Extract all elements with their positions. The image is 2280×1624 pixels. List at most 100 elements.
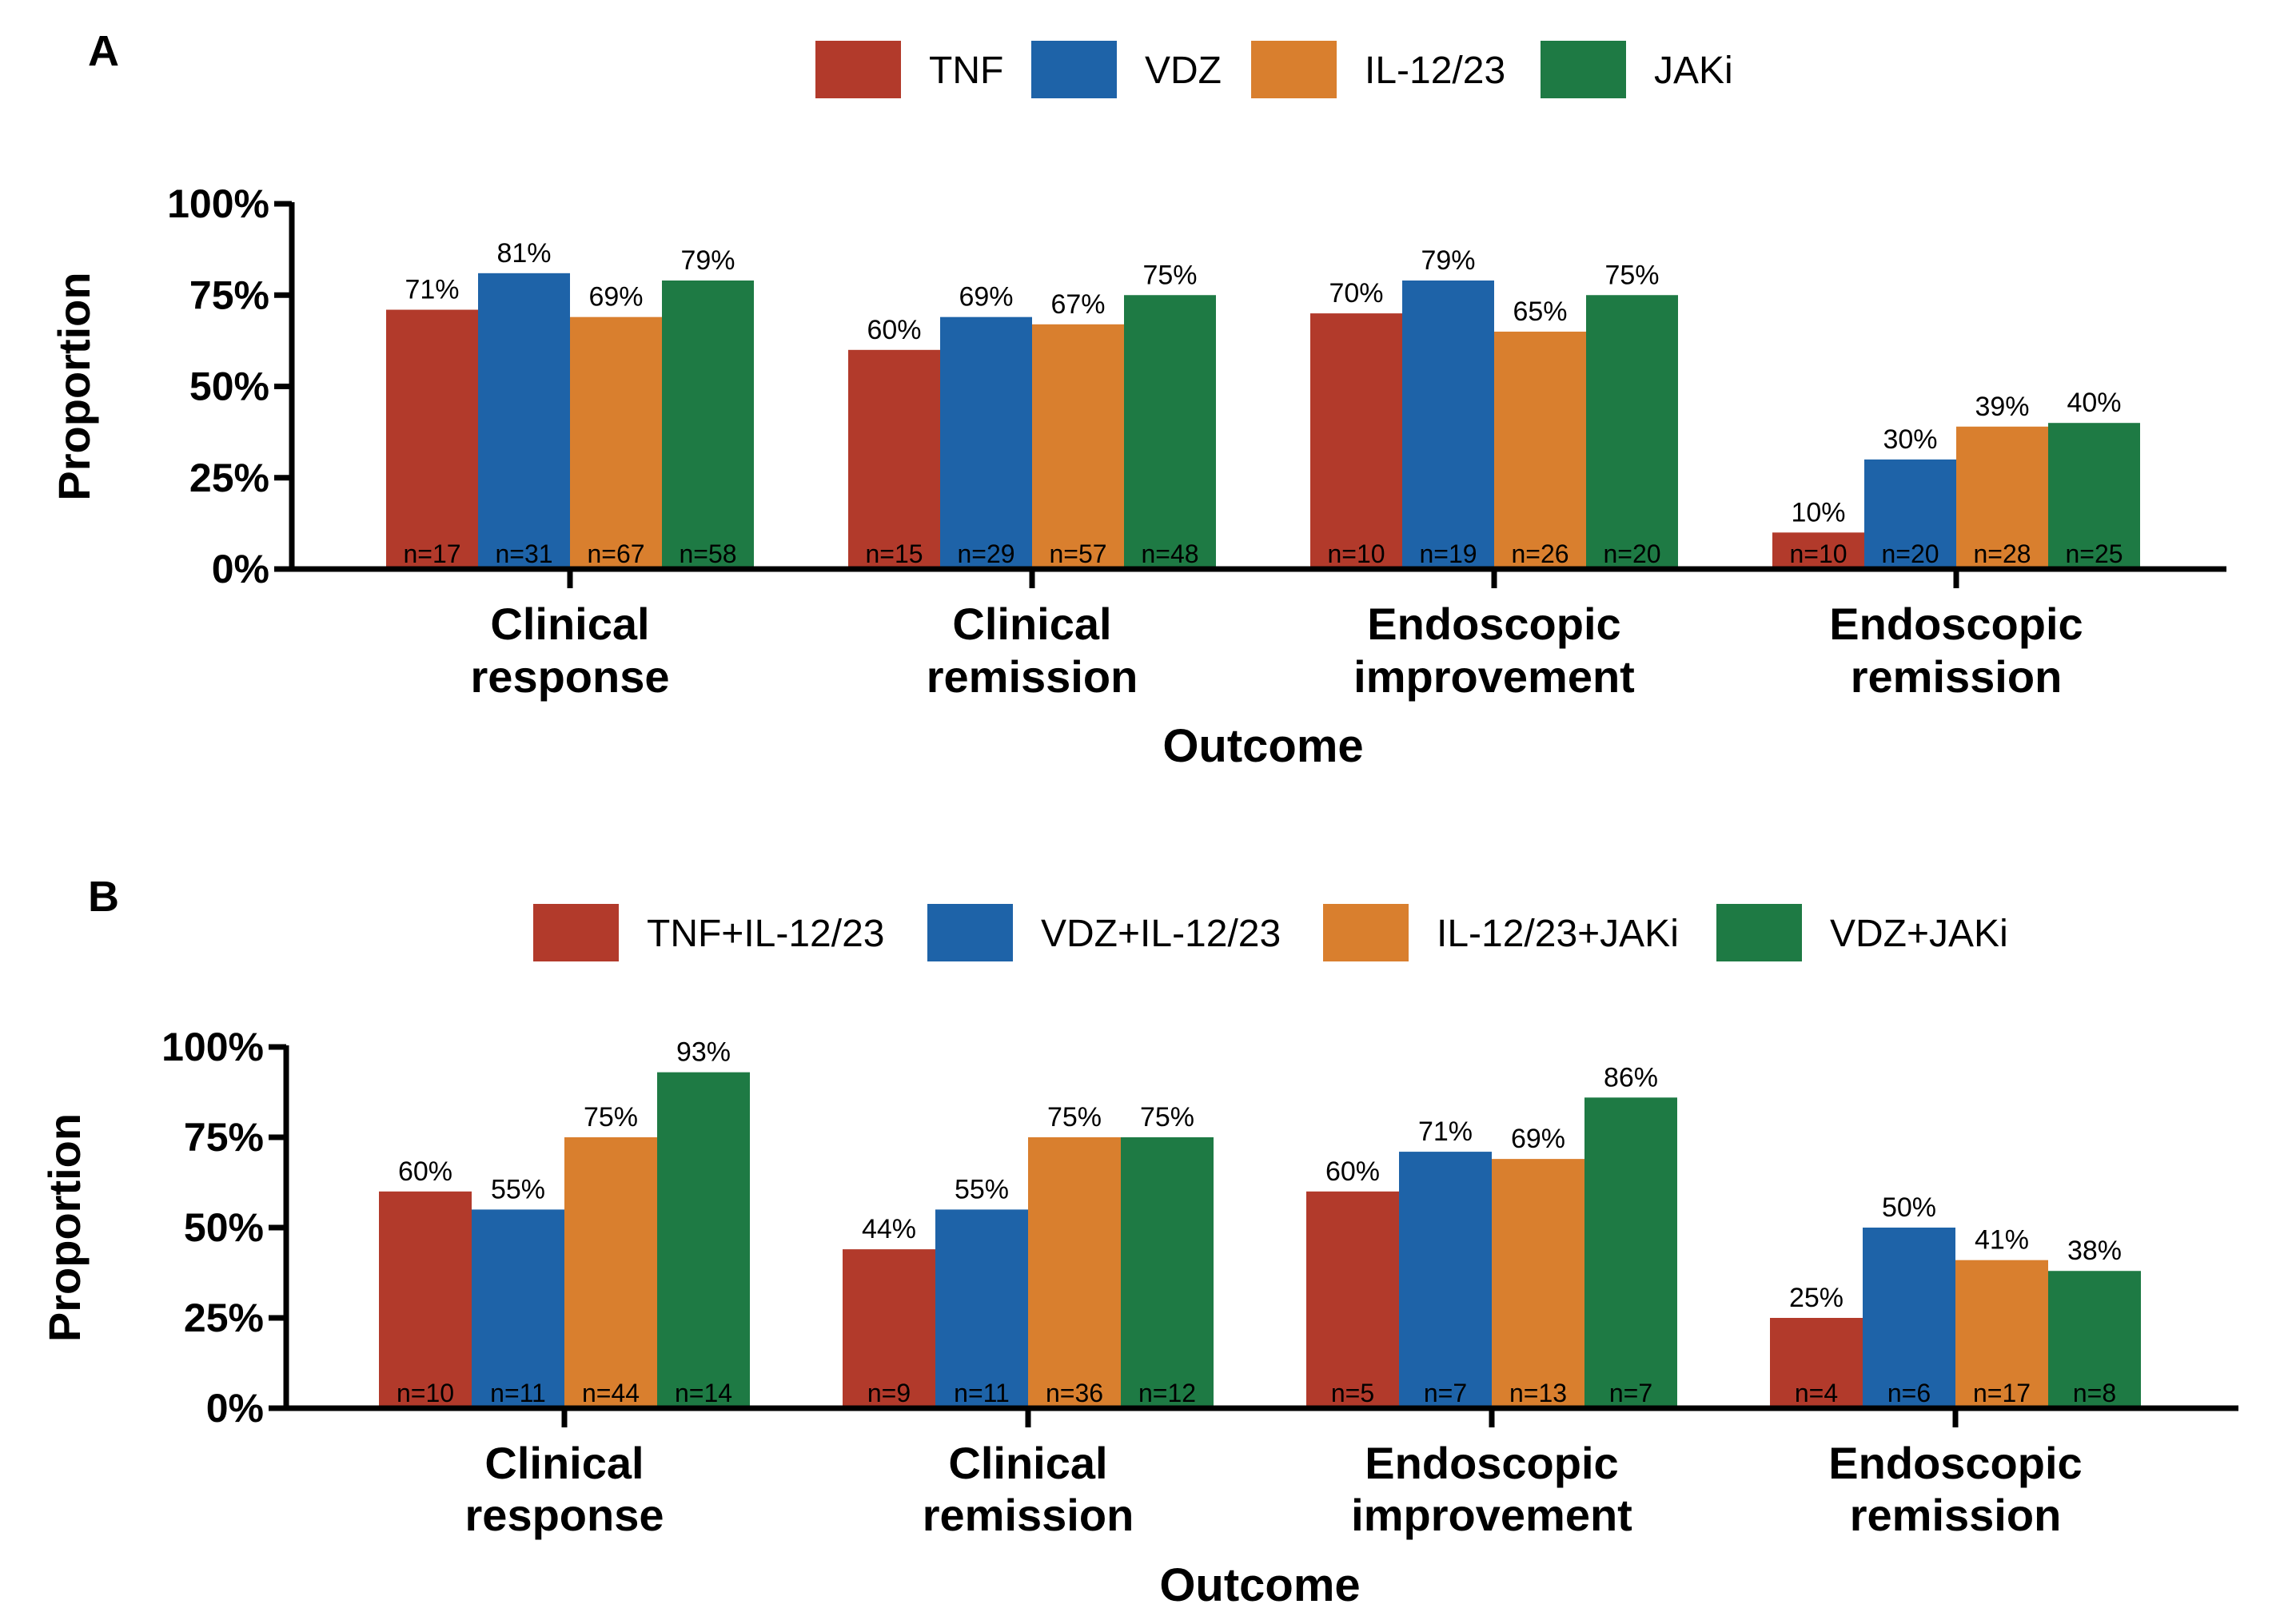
data-label: 75% [1604, 260, 1659, 290]
sample-size-label: n=9 [867, 1379, 911, 1407]
bar-tnf-il-12-23-3 [1306, 1191, 1399, 1408]
data-label: 81% [496, 238, 551, 269]
sample-size-label: n=19 [1419, 539, 1477, 568]
x-category-label: Endoscopic [1365, 1438, 1618, 1488]
x-category-label: Clinical [948, 1438, 1107, 1488]
panel-letter: B [88, 873, 119, 921]
data-label: 75% [584, 1102, 638, 1132]
data-label: 38% [2067, 1236, 2122, 1266]
legend-label-4: VDZ+JAKi [1830, 913, 2008, 955]
legend-label-4: JAKi [1654, 50, 1733, 92]
sample-size-label: n=11 [490, 1379, 546, 1407]
sample-size-label: n=28 [1973, 539, 2031, 568]
sample-size-label: n=58 [679, 539, 736, 568]
data-label: 70% [1329, 278, 1383, 308]
x-category-label: remission [927, 651, 1138, 702]
x-category-label: Clinical [490, 599, 649, 649]
data-label: 71% [1418, 1116, 1473, 1147]
bar-il-12-23-2 [1032, 324, 1124, 569]
x-category-label: Endoscopic [1828, 1438, 2082, 1488]
bar-il-12-23-jaki-2 [1028, 1137, 1121, 1408]
bar-tnf-4 [1772, 532, 1864, 569]
bar-jaki-4 [2048, 423, 2140, 569]
y-tick-label: 100% [167, 181, 269, 226]
legend-swatch-2 [927, 904, 1013, 961]
data-label: 86% [1604, 1062, 1658, 1093]
data-label: 50% [1882, 1192, 1936, 1223]
sample-size-label: n=20 [1881, 539, 1939, 568]
bar-vdz-jaki-2 [1121, 1137, 1214, 1408]
legend-swatch-3 [1323, 904, 1409, 961]
legend-label-3: IL-12/23+JAKi [1437, 913, 1679, 955]
data-label: 71% [405, 275, 459, 305]
sample-size-label: n=11 [954, 1379, 1010, 1407]
bar-il-12-23-3 [1494, 331, 1586, 569]
bar-vdz-2 [940, 316, 1032, 569]
y-tick-label: 50% [189, 364, 269, 409]
bar-jaki-2 [1124, 295, 1216, 569]
data-label: 44% [862, 1214, 916, 1244]
bar-il-12-23-jaki-3 [1492, 1159, 1584, 1408]
bar-il-12-23-4 [1956, 426, 2048, 569]
data-label: 67% [1050, 289, 1105, 320]
y-tick-label: 75% [184, 1115, 264, 1160]
panel-letter: A [88, 27, 119, 75]
bar-il-12-23-jaki-1 [564, 1137, 657, 1408]
sample-size-label: n=5 [1331, 1379, 1374, 1407]
bar-vdz-il-12-23-4 [1863, 1228, 1955, 1408]
data-label: 69% [959, 282, 1013, 312]
x-category-label: improvement [1353, 651, 1635, 702]
y-tick-label: 100% [161, 1025, 264, 1069]
x-category-label: Endoscopic [1367, 599, 1620, 649]
sample-size-label: n=31 [495, 539, 552, 568]
y-axis-title: Proportion [39, 1113, 90, 1342]
bar-tnf-3 [1310, 313, 1402, 569]
sample-size-label: n=29 [957, 539, 1014, 568]
legend-label-2: VDZ [1145, 50, 1222, 92]
sample-size-label: n=8 [2073, 1379, 2116, 1407]
sample-size-label: n=67 [587, 539, 644, 568]
y-tick-label: 0% [212, 547, 269, 591]
sample-size-label: n=10 [397, 1379, 454, 1407]
legend-swatch-1 [533, 904, 619, 961]
bar-vdz-jaki-4 [2048, 1271, 2141, 1408]
data-label: 39% [1975, 392, 2029, 422]
x-category-label: response [471, 651, 670, 702]
x-category-label: remission [1851, 651, 2063, 702]
sample-size-label: n=48 [1141, 539, 1198, 568]
legend-label-3: IL-12/23 [1365, 50, 1505, 92]
x-category-label: Clinical [484, 1438, 644, 1488]
legend-label-2: VDZ+IL-12/23 [1041, 913, 1281, 955]
data-label: 25% [1789, 1283, 1844, 1313]
data-label: 75% [1140, 1102, 1194, 1132]
y-tick-label: 25% [189, 456, 269, 500]
y-tick-label: 0% [206, 1386, 264, 1431]
bar-tnf-il-12-23-1 [379, 1191, 472, 1408]
data-label: 75% [1047, 1102, 1102, 1132]
bar-vdz-jaki-3 [1584, 1097, 1677, 1408]
data-label: 60% [1325, 1156, 1380, 1187]
data-label: 41% [1975, 1225, 2029, 1256]
x-category-label: Endoscopic [1829, 599, 2083, 649]
panel-a: A TNF VDZ IL-12/23 JAKi 0% 25% 50% 75% 100% Propor… [49, 27, 2226, 772]
data-label: 75% [1142, 260, 1197, 290]
x-category-label: remission [1850, 1490, 2062, 1540]
bar-vdz-3 [1402, 280, 1494, 569]
panel-b: B TNF+IL-12/23 VDZ+IL-12/23 IL-12/23+JAKi VD… [39, 873, 2238, 1611]
bar-vdz-4 [1864, 459, 1956, 569]
x-category-label: Clinical [952, 599, 1111, 649]
data-label: 30% [1883, 424, 1937, 455]
legend-label-1: TNF+IL-12/23 [647, 913, 884, 955]
sample-size-label: n=57 [1049, 539, 1106, 568]
bar-tnf-il-12-23-4 [1770, 1318, 1863, 1408]
sample-size-label: n=10 [1327, 539, 1385, 568]
bar-il-12-23-jaki-4 [1955, 1260, 2048, 1408]
sample-size-label: n=44 [582, 1379, 640, 1407]
data-label: 60% [398, 1156, 452, 1187]
data-label: 40% [2067, 388, 2121, 418]
bar-vdz-1 [478, 273, 570, 569]
x-category-label: response [465, 1490, 664, 1540]
y-tick-label: 50% [184, 1205, 264, 1250]
data-label: 10% [1791, 497, 1845, 527]
